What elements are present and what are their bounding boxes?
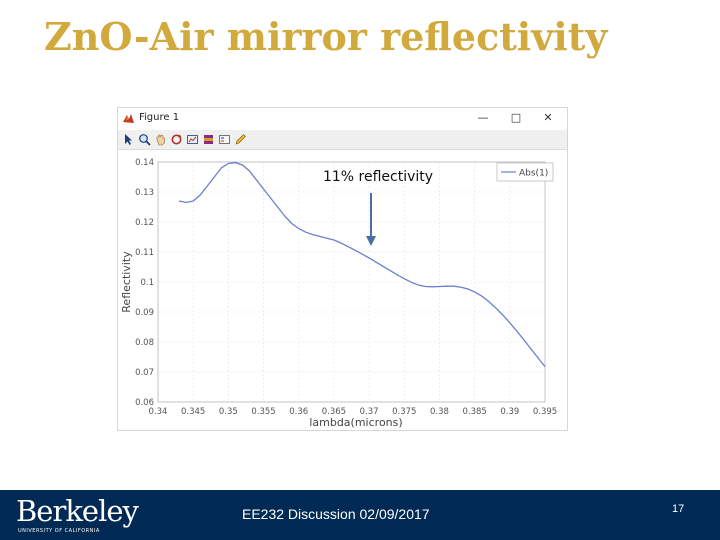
- x-tick-label: 0.355: [251, 407, 275, 417]
- x-tick-label: 0.375: [392, 407, 416, 417]
- y-tick-label: 0.08: [135, 338, 154, 348]
- minimize-button[interactable]: —: [477, 111, 489, 124]
- x-tick-label: 0.395: [533, 407, 557, 417]
- y-tick-label: 0.11: [135, 248, 154, 258]
- matlab-icon: [123, 114, 134, 123]
- plot-axes: 0.34 0.345 0.35 0.355 0.36 0.365 0.37 0.375 0.38…: [135, 158, 557, 417]
- zoom-in-icon[interactable]: [138, 133, 151, 146]
- figure-toolbar: [118, 130, 567, 150]
- legend-entry: Abs(1): [519, 169, 548, 179]
- x-axis-label: lambda(microns): [309, 416, 402, 429]
- y-tick-label: 0.09: [135, 308, 154, 318]
- x-tick-label: 0.385: [462, 407, 486, 417]
- x-tick-label: 0.365: [322, 407, 346, 417]
- x-tick-label: 0.39: [500, 407, 519, 417]
- data-cursor-icon[interactable]: [186, 133, 199, 146]
- figure-window: Figure 1 — □ ✕: [117, 107, 568, 431]
- x-tick-label: 0.35: [219, 407, 238, 417]
- close-button[interactable]: ✕: [543, 111, 553, 124]
- x-tick-label: 0.37: [360, 407, 379, 417]
- berkeley-logo: Berkeley: [16, 494, 139, 528]
- footer-discussion-text: EE232 Discussion 02/09/2017: [242, 506, 430, 522]
- y-tick-label: 0.1: [140, 278, 154, 288]
- rotate-icon[interactable]: [170, 133, 183, 146]
- series-line-abs1: [178, 161, 546, 368]
- y-tick-label: 0.12: [135, 218, 154, 228]
- x-tick-label: 0.345: [181, 407, 205, 417]
- legend-icon[interactable]: [218, 133, 231, 146]
- maximize-button[interactable]: □: [510, 111, 522, 124]
- annotation: 11% reflectivity: [323, 169, 433, 246]
- plot-series: [178, 161, 546, 368]
- pencil-icon[interactable]: [234, 133, 247, 146]
- x-tick-label: 0.36: [289, 407, 308, 417]
- footer-bar: [0, 490, 720, 540]
- select-arrow-icon[interactable]: [122, 133, 135, 146]
- y-tick-label: 0.14: [135, 158, 154, 168]
- colorbar-icon[interactable]: [202, 133, 215, 146]
- legend-box: [496, 162, 554, 182]
- slide-title: ZnO-Air mirror reflectivity: [44, 14, 608, 59]
- y-tick-label: 0.13: [135, 188, 154, 198]
- berkeley-logo-subtext: UNIVERSITY OF CALIFORNIA: [18, 528, 100, 534]
- x-tick-label: 0.34: [149, 407, 168, 417]
- window-titlebar[interactable]: Figure 1 — □ ✕: [118, 108, 567, 130]
- x-tick-label: 0.38: [430, 407, 449, 417]
- y-axis-label: Reflectivity: [120, 251, 133, 313]
- annotation-text: 11% reflectivity: [323, 169, 433, 185]
- y-tick-label: 0.06: [135, 398, 154, 408]
- page-number: 17: [672, 503, 685, 515]
- legend: Abs(1): [496, 162, 554, 182]
- annotation-arrowhead: [366, 236, 376, 246]
- plot-grid: [157, 161, 546, 403]
- window-title: Figure 1: [139, 112, 180, 123]
- y-tick-label: 0.07: [135, 368, 154, 378]
- plot-area-frame: [157, 161, 546, 403]
- pan-hand-icon[interactable]: [154, 133, 167, 146]
